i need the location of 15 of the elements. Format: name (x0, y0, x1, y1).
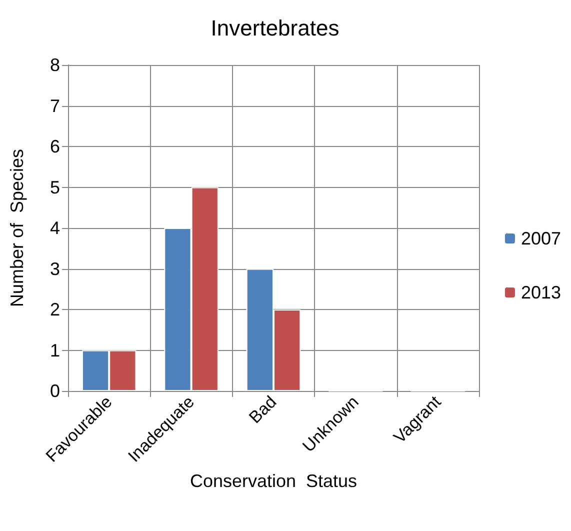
y-tick-label: 5 (50, 177, 60, 198)
y-tick-label: 8 (50, 55, 60, 75)
x-tick-label: Bad (245, 392, 280, 428)
y-tick-label: 7 (50, 96, 60, 116)
x-axis-title: Conservation Status (190, 471, 358, 492)
y-tick-label: 2 (50, 300, 60, 320)
y-tick-label: 4 (50, 218, 60, 238)
y-tick-label: 3 (50, 258, 60, 279)
y-axis-title: Number of Species (7, 148, 27, 308)
legend-label: 2013 (520, 282, 562, 302)
legend-label: 2007 (520, 228, 562, 248)
chart-title: Invertebrates (210, 16, 340, 40)
y-tick-label: 1 (50, 340, 60, 360)
y-tick-label: 0 (50, 381, 60, 401)
y-tick-label: 6 (50, 136, 60, 156)
